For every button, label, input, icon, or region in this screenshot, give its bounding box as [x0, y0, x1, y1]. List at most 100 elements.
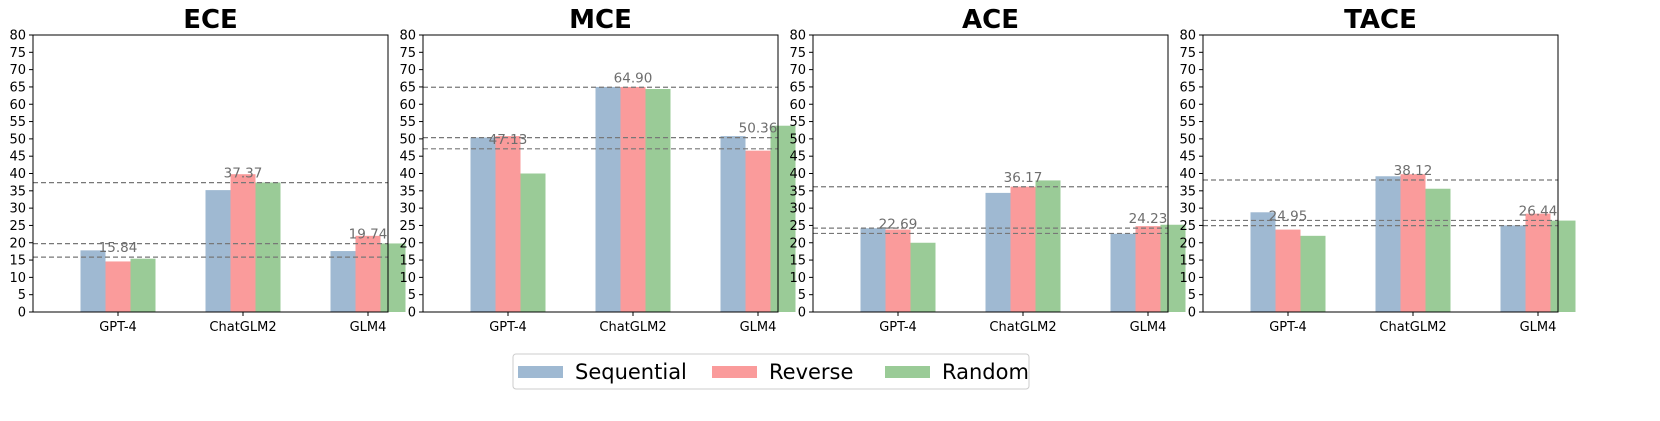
bar-sequential-gpt-4 [860, 228, 886, 312]
y-tick-label: 40 [789, 167, 806, 182]
y-tick-label: 60 [789, 98, 806, 113]
y-tick-label: 30 [399, 202, 416, 217]
mean-value-label: 47.13 [489, 132, 528, 148]
y-tick-label: 5 [18, 288, 26, 303]
bar-random-chatglm2 [1425, 188, 1451, 312]
y-tick-label: 65 [9, 80, 26, 95]
bar-random-gpt-4 [130, 258, 156, 312]
y-tick-label: 20 [399, 236, 416, 251]
y-tick-label: 35 [399, 184, 416, 199]
x-tick-label: GPT-4 [99, 320, 137, 335]
y-tick-label: 40 [9, 167, 26, 182]
y-tick-label: 75 [789, 46, 806, 61]
y-tick-label: 55 [789, 115, 806, 130]
bar-reverse-gpt-4 [885, 229, 911, 312]
bar-random-gpt-4 [520, 173, 546, 312]
bar-sequential-chatglm2 [205, 190, 231, 312]
bar-reverse-glm4 [745, 150, 771, 312]
plot-frame [422, 34, 779, 313]
bar-sequential-glm4 [1110, 233, 1136, 312]
chart-panel-tace: TACE 0 5 10 15 20 25 30 35 40 45 50 55 60 65 70 75 80 24.9… [1179, 5, 1576, 335]
legend-swatch-reverse [712, 366, 757, 378]
bar-random-glm4 [770, 125, 796, 312]
mean-value-label: 19.74 [349, 227, 388, 243]
chart-title: MCE [569, 5, 632, 35]
y-tick-label: 15 [1179, 254, 1196, 269]
bar-reverse-gpt-4 [105, 261, 131, 312]
y-tick-label: 75 [399, 46, 416, 61]
bar-sequential-gpt-4 [80, 250, 106, 312]
y-tick-label: 30 [789, 202, 806, 217]
y-tick-label: 30 [1179, 202, 1196, 217]
y-tick-label: 5 [798, 288, 806, 303]
y-tick-label: 65 [789, 80, 806, 95]
legend-swatch-random [885, 366, 930, 378]
x-tick-label: ChatGLM2 [209, 320, 276, 335]
y-tick-label: 70 [1179, 63, 1196, 78]
x-tick-label: GPT-4 [1269, 320, 1307, 335]
y-tick-label: 50 [789, 132, 806, 147]
y-tick-label: 55 [1179, 115, 1196, 130]
y-tick-label: 55 [9, 115, 26, 130]
mean-value-label: 15.84 [99, 240, 138, 256]
y-tick-label: 75 [1179, 46, 1196, 61]
y-tick-label: 10 [9, 271, 26, 286]
chart-panel-ece: ECE 0 5 10 15 20 25 30 35 40 45 50 55 60 65 70 75 80 15.84… [9, 5, 406, 335]
y-tick-label: 25 [9, 219, 26, 234]
y-tick-label: 45 [399, 150, 416, 165]
x-tick-label: GLM4 [350, 320, 387, 335]
y-tick-label: 0 [18, 306, 26, 321]
bar-random-chatglm2 [645, 89, 671, 312]
y-tick-label: 15 [399, 254, 416, 269]
bar-sequential-gpt-4 [470, 137, 496, 312]
plot-frame [1202, 34, 1559, 313]
bar-reverse-glm4 [1135, 226, 1161, 312]
y-tick-label: 60 [9, 98, 26, 113]
bar-sequential-chatglm2 [1375, 176, 1401, 312]
bar-reverse-glm4 [1525, 213, 1551, 312]
y-tick-label: 0 [798, 306, 806, 321]
bar-random-gpt-4 [1300, 235, 1326, 312]
mean-value-label: 38.12 [1394, 163, 1433, 179]
x-tick-label: GLM4 [1520, 320, 1557, 335]
bar-reverse-glm4 [355, 235, 381, 312]
y-tick-label: 80 [1179, 29, 1196, 44]
legend-label-reverse: Reverse [769, 360, 853, 384]
bar-reverse-gpt-4 [495, 136, 521, 312]
y-tick-label: 60 [399, 98, 416, 113]
y-tick-label: 80 [9, 29, 26, 44]
bar-random-glm4 [1160, 224, 1186, 312]
x-tick-label: GLM4 [1130, 320, 1167, 335]
legend: Sequential Reverse Random [512, 353, 1030, 390]
mean-value-label: 24.95 [1269, 209, 1308, 225]
y-tick-label: 20 [789, 236, 806, 251]
bar-sequential-glm4 [1500, 225, 1526, 312]
y-tick-label: 70 [789, 63, 806, 78]
y-tick-label: 0 [408, 306, 416, 321]
y-tick-label: 80 [789, 29, 806, 44]
bar-random-glm4 [1550, 220, 1576, 312]
bar-random-glm4 [380, 243, 406, 312]
y-tick-label: 25 [399, 219, 416, 234]
y-tick-label: 10 [789, 271, 806, 286]
legend-label-random: Random [942, 360, 1029, 384]
bar-random-gpt-4 [910, 242, 936, 312]
bar-reverse-chatglm2 [1400, 174, 1426, 312]
x-tick-label: GLM4 [740, 320, 777, 335]
y-tick-label: 30 [9, 202, 26, 217]
chart-panel-ace: ACE 0 5 10 15 20 25 30 35 40 45 50 55 60 65 70 75 80 22.69… [789, 5, 1186, 335]
y-tick-label: 10 [1179, 271, 1196, 286]
y-tick-label: 25 [1179, 219, 1196, 234]
mean-value-label: 37.37 [224, 166, 263, 182]
x-tick-label: ChatGLM2 [599, 320, 666, 335]
y-tick-label: 50 [9, 132, 26, 147]
chart-title: TACE [1344, 5, 1417, 35]
bar-reverse-chatglm2 [620, 86, 646, 312]
y-tick-label: 0 [1188, 306, 1196, 321]
y-tick-label: 20 [1179, 236, 1196, 251]
y-tick-label: 15 [789, 254, 806, 269]
y-tick-label: 5 [1188, 288, 1196, 303]
y-tick-label: 15 [9, 254, 26, 269]
